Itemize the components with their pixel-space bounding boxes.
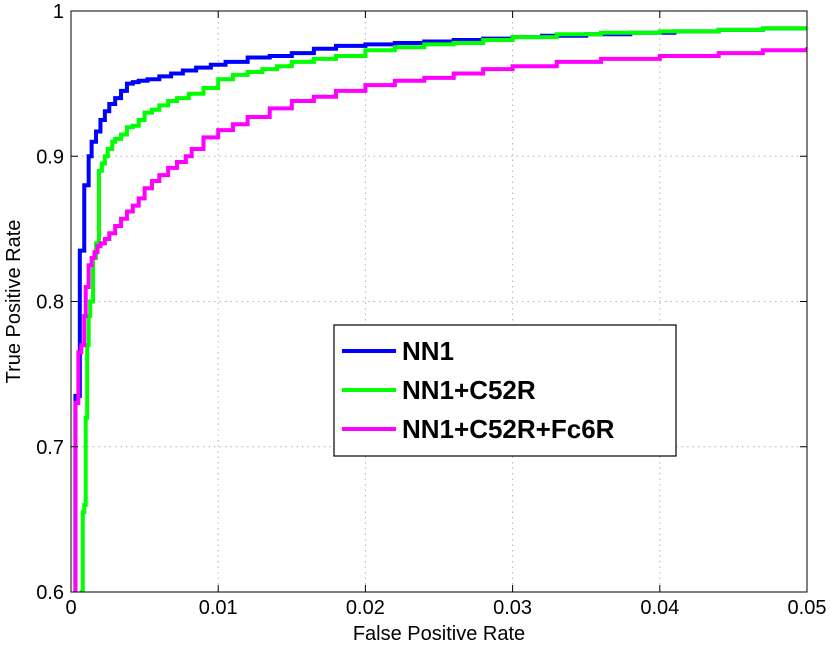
x-tick-label: 0.01 bbox=[199, 597, 238, 619]
legend-label-0: NN1 bbox=[402, 336, 454, 366]
legend-label-1: NN1+C52R bbox=[402, 375, 536, 405]
series-line-2 bbox=[73, 47, 807, 592]
series-line-1 bbox=[79, 26, 807, 592]
legend-items: NN1 NN1+C52R NN1+C52R+Fc6R bbox=[342, 336, 615, 444]
x-tick-label: 0.02 bbox=[346, 597, 385, 619]
y-tick-label: 0.9 bbox=[36, 146, 64, 168]
tick-layer: 0 0.01 0.02 0.03 0.04 0.05 0.6 0.7 0.8 0.9 1 bbox=[36, 1, 826, 619]
x-tick-label: 0.04 bbox=[640, 597, 679, 619]
legend: NN1 NN1+C52R NN1+C52R+Fc6R bbox=[333, 324, 677, 457]
y-tick-label: 0.7 bbox=[36, 437, 64, 459]
x-tick-label: 0.03 bbox=[493, 597, 532, 619]
x-tick-label: 0 bbox=[65, 597, 76, 619]
y-axis-label: True Positive Rate bbox=[3, 220, 25, 384]
series-line-0 bbox=[73, 26, 807, 592]
x-axis-label: False Positive Rate bbox=[353, 623, 525, 645]
y-tick-label: 0.8 bbox=[36, 292, 64, 314]
legend-label-2: NN1+C52R+Fc6R bbox=[402, 414, 615, 444]
x-tick-label: 0.05 bbox=[788, 597, 827, 619]
series-layer bbox=[73, 26, 807, 592]
y-tick-label: 0.6 bbox=[36, 582, 64, 604]
y-tick-label: 1 bbox=[53, 1, 64, 23]
grid-layer bbox=[71, 11, 807, 592]
